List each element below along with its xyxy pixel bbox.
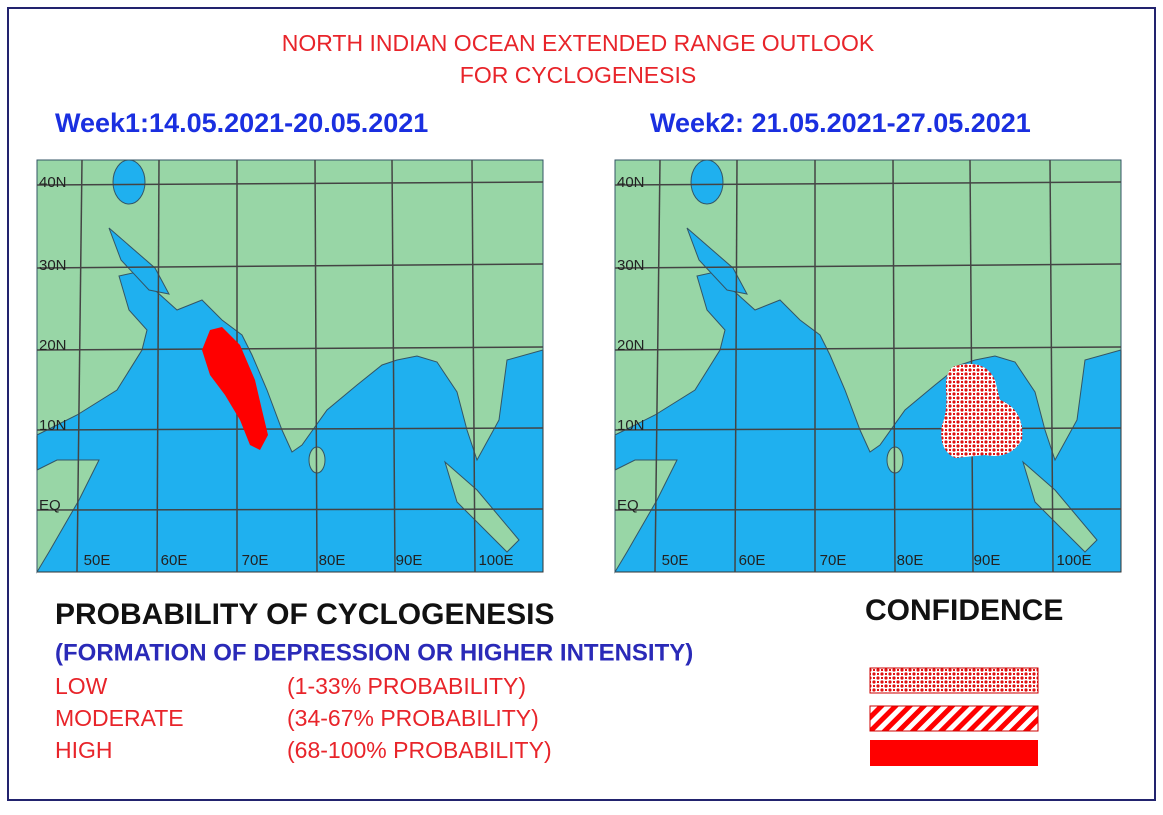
lat-label: 30N xyxy=(617,257,645,274)
lat-label: 10N xyxy=(39,417,67,434)
confidence-title: CONFIDENCE xyxy=(865,594,1063,627)
week-label: Week1:14.05.2021-20.05.2021 xyxy=(55,108,428,138)
lon-label: 60E xyxy=(739,552,766,569)
map xyxy=(614,159,1122,573)
high-swatch xyxy=(870,740,1038,766)
lat-label: EQ xyxy=(617,497,639,514)
lon-label: 100E xyxy=(1056,552,1091,569)
lon-label: 80E xyxy=(897,552,924,569)
range-label: (1-33% PROBABILITY) xyxy=(287,673,526,699)
lat-label: 30N xyxy=(39,257,67,274)
title: FOR CYCLOGENESIS xyxy=(460,62,696,88)
legend-items: LOW (1-33% PROBABILITY) MODERATE (34-67% PR… xyxy=(55,673,552,763)
low-probability-area xyxy=(941,363,1023,458)
lon-label: 70E xyxy=(820,552,847,569)
lat-label: 40N xyxy=(39,174,67,191)
lon-label: 90E xyxy=(396,552,423,569)
basemap xyxy=(614,159,1122,573)
level-label: MODERATE xyxy=(55,705,184,731)
legend-title: PROBABILITY OF CYCLOGENESIS xyxy=(55,598,555,631)
level-label: LOW xyxy=(55,673,108,699)
lon-label: 50E xyxy=(662,552,689,569)
high-probability-area xyxy=(202,327,268,450)
low-swatch xyxy=(869,667,1039,694)
lat-label: 20N xyxy=(39,337,67,354)
lat-label: EQ xyxy=(39,497,61,514)
range-label: (34-67% PROBABILITY) xyxy=(287,705,539,731)
lat-label: 20N xyxy=(617,337,645,354)
week-label: Week2: 21.05.2021-27.05.2021 xyxy=(650,108,1031,138)
lon-label: 50E xyxy=(84,552,111,569)
lat-label: 10N xyxy=(617,417,645,434)
level-label: HIGH xyxy=(55,737,113,763)
moderate-swatch xyxy=(869,705,1039,732)
lon-label: 90E xyxy=(974,552,1001,569)
lat-label: 40N xyxy=(617,174,645,191)
lon-label: 70E xyxy=(242,552,269,569)
lon-label: 100E xyxy=(478,552,513,569)
maps: Week1:14.05.2021-20.05.2021 40N 30N 20N 10N E… xyxy=(36,108,1122,573)
title: NORTH INDIAN OCEAN EXTENDED RANGE OUTLOO… xyxy=(282,30,875,56)
range-label: (68-100% PROBABILITY) xyxy=(287,737,552,763)
lon-label: 60E xyxy=(161,552,188,569)
basemap xyxy=(36,159,544,573)
lon-label: 80E xyxy=(319,552,346,569)
legend-subtitle: (FORMATION OF DEPRESSION OR HIGHER INTEN… xyxy=(55,639,693,666)
map xyxy=(36,159,544,573)
